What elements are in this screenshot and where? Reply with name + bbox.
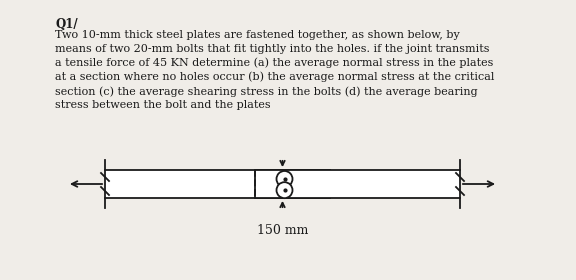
Circle shape: [276, 182, 293, 198]
Circle shape: [276, 171, 293, 187]
Bar: [255, 170, 460, 198]
Bar: [105, 170, 330, 198]
Text: 150 mm: 150 mm: [257, 224, 308, 237]
Text: Q1/: Q1/: [55, 18, 78, 31]
Text: Two 10-mm thick steel plates are fastened together, as shown below, by
means of : Two 10-mm thick steel plates are fastene…: [55, 30, 494, 110]
